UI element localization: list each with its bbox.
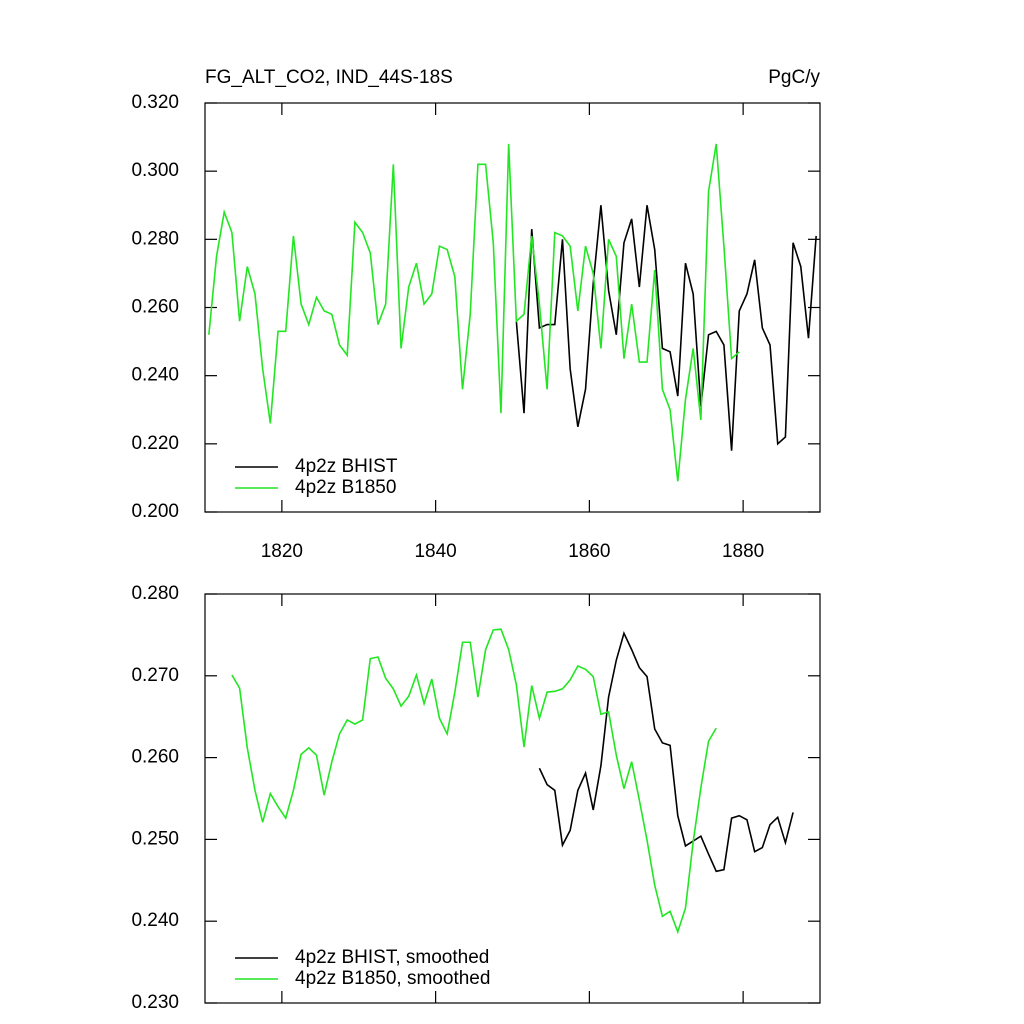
legend-label: 4p2z B1850, smoothed [295, 968, 490, 989]
x-tick-label: 1880 [722, 541, 764, 562]
legend-label: 4p2z BHIST, smoothed [295, 947, 489, 968]
y-tick-label: 0.240 [131, 365, 179, 386]
y-tick-label: 0.200 [131, 501, 179, 522]
legend-label: 4p2z B1850 [295, 477, 396, 498]
data-line [231, 628, 717, 935]
y-tick-label: 0.240 [131, 910, 179, 931]
y-tick-label: 0.220 [131, 433, 179, 454]
data-line [538, 630, 794, 873]
y-tick-label: 0.270 [131, 665, 179, 686]
legend-label: 4p2z BHIST [295, 456, 398, 477]
y-tick-label: 0.280 [131, 583, 179, 604]
plot-frame [204, 593, 821, 1004]
y-tick-label: 0.250 [131, 828, 179, 849]
chart-title: FG_ALT_CO2, IND_44S-18S [205, 67, 453, 88]
y-tick-label: 0.320 [131, 92, 179, 113]
data-line [515, 205, 817, 451]
y-tick-label: 0.260 [131, 297, 179, 318]
x-tick-label: 1820 [261, 541, 303, 562]
units-label: PgC/y [768, 67, 820, 88]
y-tick-label: 0.260 [131, 747, 179, 768]
y-tick-label: 0.300 [131, 160, 179, 181]
x-tick-label: 1840 [414, 541, 456, 562]
y-tick-label: 0.280 [131, 228, 179, 249]
y-tick-label: 0.230 [131, 992, 179, 1013]
data-line [208, 143, 740, 482]
x-tick-label: 1860 [568, 541, 610, 562]
